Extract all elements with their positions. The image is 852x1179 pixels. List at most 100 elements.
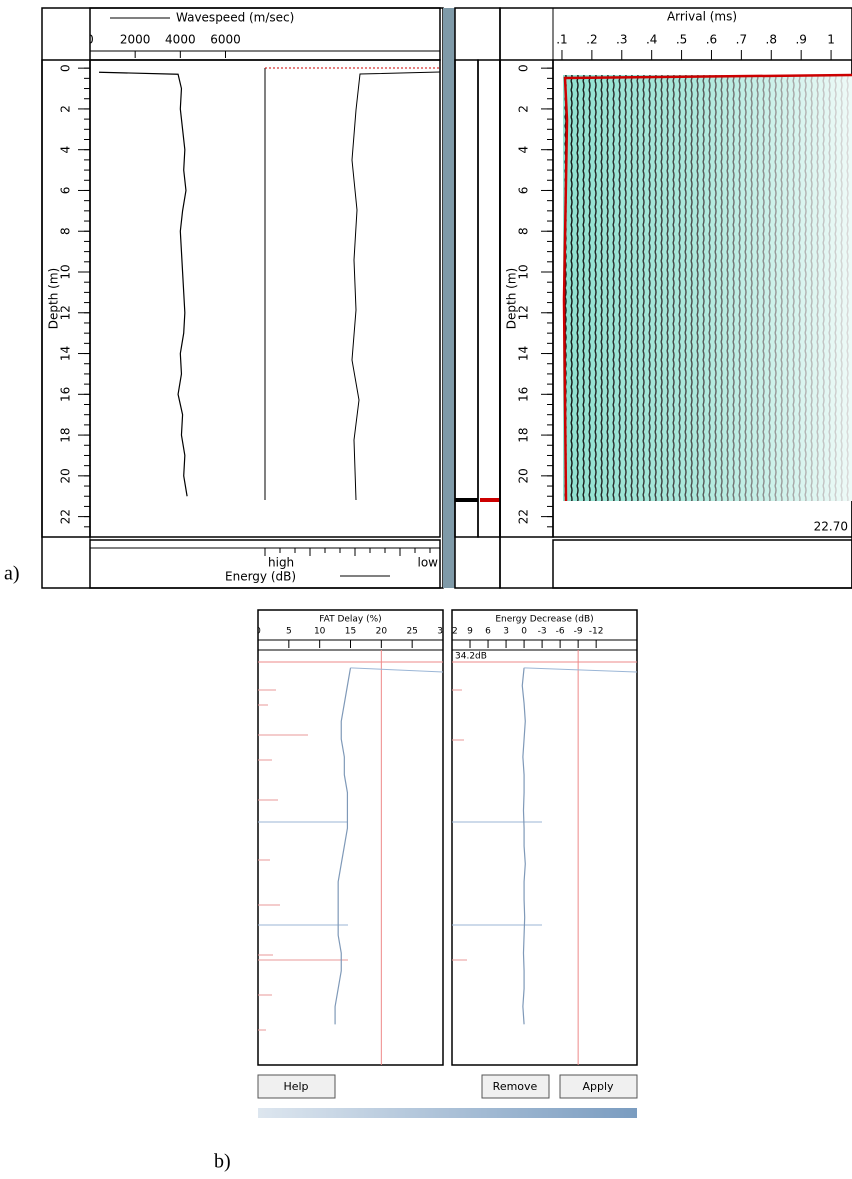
x-tick-label: .3 [616,33,627,47]
first-arrival [562,73,852,502]
axis-title: Energy (dB) [225,570,296,584]
remove-button[interactable] [481,1074,550,1099]
mid-col [477,59,501,538]
y-tick-label: 16 [517,387,531,402]
y-tick-label: 20 [517,468,531,483]
panel-title: Energy Decrease (dB) [495,615,593,625]
x-tick-label: 0 [86,33,94,47]
x-tick-label: 6 [485,627,491,637]
y-tick-label: 20 [59,468,73,483]
y-tick-label: 4 [59,146,73,154]
y-tick-label: 4 [517,146,531,154]
spikes [258,689,348,1031]
x-tick-label: 1 [827,33,835,47]
energy-high: high [268,556,294,570]
axis-title: Arrival (ms) [667,10,737,24]
separator [443,8,455,588]
y-tick-label: 8 [517,227,531,235]
button-label[interactable]: Apply [582,1080,614,1093]
button-label[interactable]: Help [283,1080,308,1093]
x-tick-label: .4 [646,33,657,47]
x-tick-label: 4000 [165,33,196,47]
x-tick-label: -12 [589,627,604,637]
blue-spikes [258,821,348,926]
x-tick-label: -6 [556,627,565,637]
x-tick-label: 5 [286,627,292,637]
apply-button[interactable] [559,1074,638,1099]
ruler [264,548,431,556]
bottom-value: 22.70 [814,520,848,534]
x-tick-label: 10 [314,627,326,637]
y-tick-label: 6 [59,187,73,195]
x-tick-label: 20 [376,627,388,637]
panel-label: b) [214,1151,231,1173]
x-tick-label: 0 [521,627,527,637]
left-frame [41,7,444,589]
y-tick-label: 0 [517,64,531,72]
x-tick-label: 25 [406,627,417,637]
x-tick-label: 2000 [120,33,151,47]
x-tick-label: 12 [446,627,457,637]
x-ticks: 0 2000 4000 6000 [86,33,241,58]
x-ticks: 0 5 10 15 20 25 30 [255,627,443,648]
taskbar [258,1108,637,1118]
top-connector [350,667,444,673]
y-tick-label: 14 [517,346,531,361]
x-tick-label: -3 [538,627,547,637]
y-tick-label: 0 [59,64,73,72]
x-tick-label: 3 [503,627,509,637]
top-connector [524,667,638,673]
blue-spikes [452,821,542,926]
x-ticks: .1 .2 .3 .4 .5 .6 .7 .8 .9 1 [556,33,835,60]
y-tick-label: 12 [59,305,73,320]
y-tick-label: 6 [517,187,531,195]
y-tick-label: 10 [59,264,73,279]
y-tick-label: 22 [517,509,531,524]
y-tick-label: 2 [517,105,531,113]
x-tick-label: .7 [736,33,747,47]
x-tick-label: .5 [676,33,687,47]
wavespeed-line [99,71,188,497]
x-tick-label: -9 [574,627,583,637]
button-label[interactable]: Remove [493,1080,538,1093]
x-ticks: 12 9 6 3 0 -3 -6 -9 -12 [446,627,637,648]
x-tick-label: 15 [345,627,356,637]
header-box [89,7,441,61]
x-tick-label: .2 [586,33,597,47]
y-tick-label: 10 [517,264,531,279]
y-tick-label: 18 [59,427,73,442]
footer-box [89,539,441,589]
x-tick-label: .1 [556,33,567,47]
seismic-fade [563,75,852,501]
x-tick-label: .8 [766,33,777,47]
x-tick-label: 9 [467,627,473,637]
plot-box [552,59,852,538]
y-tick-label: 8 [59,227,73,235]
x-tick-label: .9 [795,33,806,47]
y-tick-label: 18 [517,427,531,442]
y-tick-label: 12 [517,305,531,320]
axis-title: Depth (m) [505,268,519,329]
footer-box [552,539,852,589]
help-button[interactable] [257,1074,336,1099]
y-tick-label: 14 [59,346,73,361]
trace [334,667,352,1025]
x-tick-label: 0 [255,627,261,637]
panel-b: 34.2dB Help Remove Apply b) [214,609,638,1173]
trace [521,667,526,1025]
x-tick-label: 6000 [210,33,241,47]
energy-trace [351,71,441,501]
mid-col [454,59,479,538]
y-tick-label: 2 [59,105,73,113]
note: 34.2dB [455,652,487,662]
x-tick-label: .6 [706,33,717,47]
spikes [452,689,542,961]
panel-a: Wavespeed (m/sec) high low Energy (dB) A… [4,7,852,589]
energy-frame [451,609,638,1066]
axis-title: Wavespeed (m/sec) [176,11,294,25]
axis-title: Depth (m) [47,268,61,329]
y-tick-label: 16 [59,387,73,402]
panel-title: FAT Delay (%) [319,615,381,625]
fat-frame [257,609,444,1066]
